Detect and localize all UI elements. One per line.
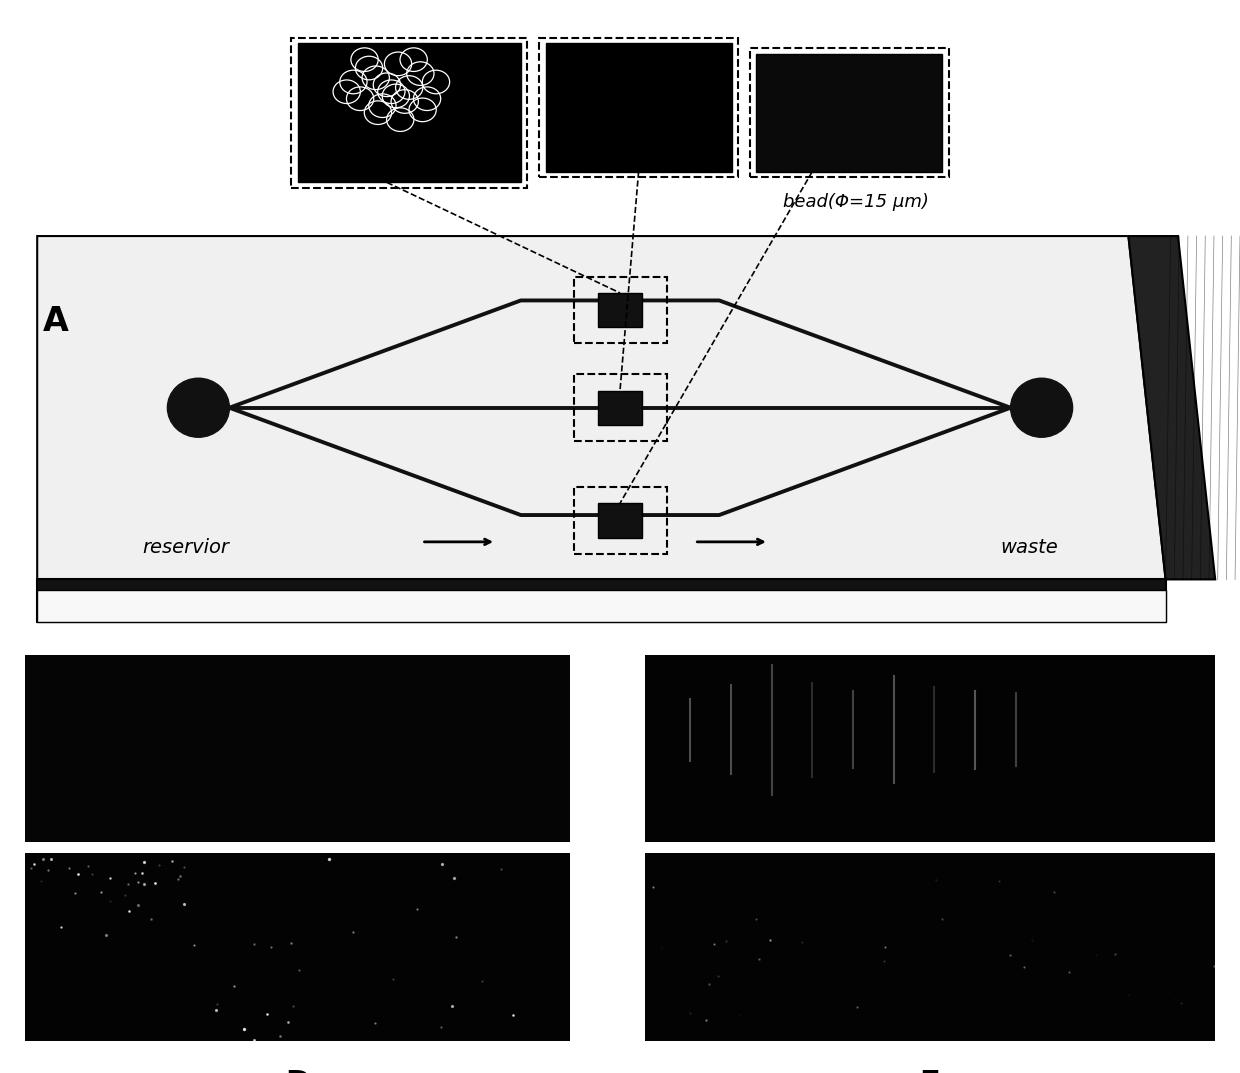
Polygon shape — [37, 590, 1166, 622]
Bar — [756, 54, 942, 172]
Text: reservior: reservior — [143, 538, 229, 557]
Bar — [546, 43, 732, 172]
Text: B: B — [286, 870, 309, 899]
Bar — [573, 277, 667, 343]
Ellipse shape — [1011, 379, 1073, 438]
Text: C: C — [919, 870, 941, 899]
Polygon shape — [1128, 236, 1215, 579]
Bar — [291, 38, 527, 188]
Bar — [599, 391, 642, 425]
Bar — [539, 38, 738, 177]
Bar — [573, 374, 667, 441]
Bar — [599, 293, 642, 327]
Text: bead(Φ=15 μm): bead(Φ=15 μm) — [782, 193, 929, 211]
Bar — [599, 503, 642, 538]
Bar — [573, 487, 667, 554]
Text: waste: waste — [1001, 538, 1058, 557]
Bar — [298, 43, 521, 182]
Bar — [750, 48, 949, 177]
Ellipse shape — [167, 379, 229, 438]
Text: E: E — [920, 1069, 940, 1073]
Text: A: A — [43, 306, 68, 338]
Text: D: D — [285, 1069, 310, 1073]
Polygon shape — [37, 579, 1166, 622]
Polygon shape — [37, 236, 1166, 579]
